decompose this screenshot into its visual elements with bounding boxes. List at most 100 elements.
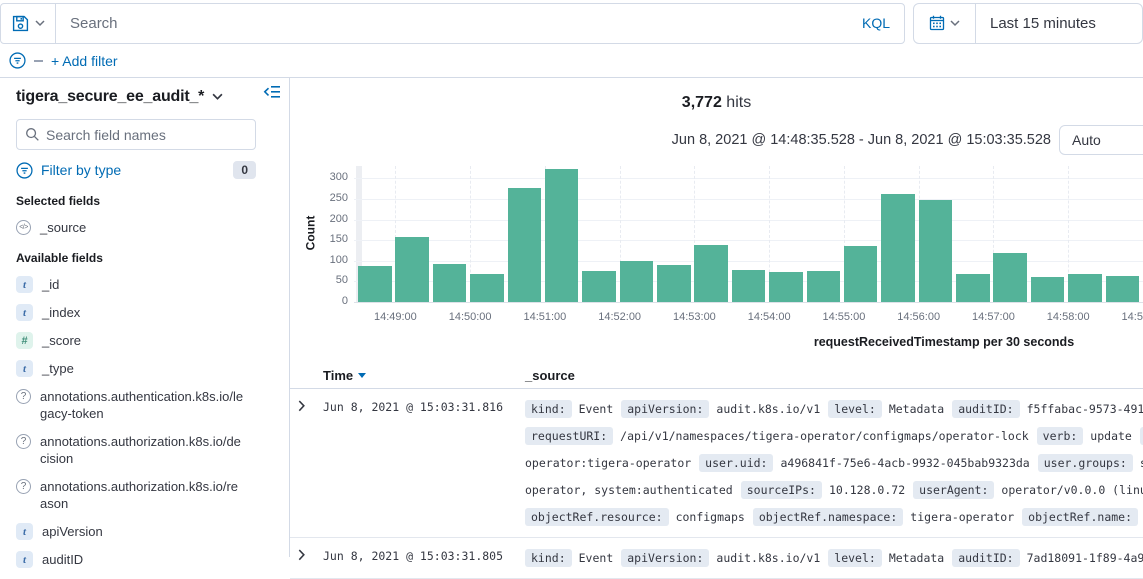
histogram-bar-14:58:00[interactable] xyxy=(1068,274,1102,302)
filter-bar-divider xyxy=(34,60,43,62)
field-item-_id[interactable]: t_id xyxy=(16,276,273,293)
field-name: annotations.authorization.k8s.io/reason xyxy=(40,478,245,512)
field-value: audit.k8s.io/v1 xyxy=(716,551,820,565)
field-name: _score xyxy=(42,332,81,349)
time-column-header[interactable]: Time xyxy=(323,368,525,383)
histogram-bar-14:50:30[interactable] xyxy=(508,188,542,302)
histogram-bar-14:58:30[interactable] xyxy=(1106,276,1140,302)
saved-query-button[interactable] xyxy=(1,4,56,43)
field-value: audit.k8s.io/v1 xyxy=(716,402,820,416)
y-tick-label: 50 xyxy=(290,274,348,286)
filter-by-type-label: Filter by type xyxy=(41,162,225,178)
hits-label: hits xyxy=(726,94,751,111)
save-icon xyxy=(12,15,29,32)
y-gridline xyxy=(354,240,1143,241)
x-tick-label: 14:58:00 xyxy=(1028,311,1108,323)
histogram-bar-14:50:00[interactable] xyxy=(470,274,504,302)
source-type-icon: </> xyxy=(16,220,31,235)
x-tick-label: 14:59:00 xyxy=(1103,311,1143,323)
histogram-bar-14:49:30[interactable] xyxy=(433,264,467,302)
field-value: a496841f-75e6-4acb-9932-045bab9323da xyxy=(780,456,1029,470)
histogram-bar-14:48:30[interactable] xyxy=(358,266,392,302)
histogram-bar-14:54:00[interactable] xyxy=(769,272,803,302)
time-range-button[interactable]: Last 15 minutes xyxy=(976,15,1110,32)
y-tick-label: 100 xyxy=(290,254,348,266)
search-input[interactable] xyxy=(56,4,848,43)
expand-row-button[interactable] xyxy=(297,396,323,531)
field-name-badge: auditID: xyxy=(952,400,1019,418)
available-fields-heading: Available fields xyxy=(16,251,273,265)
field-value: configmaps xyxy=(676,510,745,524)
histogram-bar-14:49:00[interactable] xyxy=(395,237,429,302)
source-line: requestURI: /api/v1/namespaces/tigera-ope… xyxy=(525,423,1143,450)
add-filter-button[interactable]: + Add filter xyxy=(51,53,118,69)
field-name-badge: objectRef.name: xyxy=(1022,508,1138,526)
x-tick-label: 14:56:00 xyxy=(879,311,959,323)
histogram-bar-14:56:00[interactable] xyxy=(919,200,953,302)
filter-options-icon[interactable] xyxy=(9,52,26,69)
field-name: _id xyxy=(42,276,59,293)
histogram-bar-14:55:00[interactable] xyxy=(844,246,878,302)
index-pattern-switcher[interactable]: tigera_secure_ee_audit_* xyxy=(16,88,273,106)
chevron-down-icon xyxy=(950,20,960,27)
unknown-type-icon: ? xyxy=(16,479,31,494)
field-item-_index[interactable]: t _index xyxy=(16,304,273,321)
histogram-bar-14:52:00[interactable] xyxy=(620,261,654,302)
doc-table-header: Time _source xyxy=(290,363,1143,389)
collapse-sidebar-button[interactable] xyxy=(263,84,281,100)
string-type-icon: t xyxy=(16,304,33,321)
field-name: _type xyxy=(42,360,74,377)
index-pattern-title: tigera_secure_ee_audit_* xyxy=(16,88,204,106)
field-value: /api/v1/namespaces/tigera-operator/confi… xyxy=(620,429,1029,443)
histogram-bar-14:51:00[interactable] xyxy=(545,169,579,302)
expand-row-button[interactable] xyxy=(297,545,323,572)
histogram-bar-14:52:30[interactable] xyxy=(657,265,691,302)
field-search-input[interactable] xyxy=(46,127,247,143)
field-name-badge: apiVersion: xyxy=(621,400,709,418)
field-item-_score[interactable]: #_score xyxy=(16,332,273,349)
search-control: KQL xyxy=(0,3,905,44)
interval-select[interactable]: Auto xyxy=(1059,125,1143,155)
field-item-annotations.authorization.k8s.io/decision[interactable]: ?annotations.authorization.k8s.io/decisi… xyxy=(16,433,273,467)
date-quick-select-button[interactable] xyxy=(914,4,976,43)
field-name-badge: level: xyxy=(828,400,882,418)
histogram-bar-14:57:30[interactable] xyxy=(1031,277,1065,302)
field-name-badge: userAgent: xyxy=(913,481,994,499)
field-name: annotations.authorization.k8s.io/decisio… xyxy=(40,433,245,467)
field-value: f5ffabac-9573-4918-a8a3 xyxy=(1027,402,1143,416)
selected-fields-heading: Selected fields xyxy=(16,194,273,208)
interval-value: Auto xyxy=(1072,132,1101,148)
kql-button[interactable]: KQL xyxy=(848,15,904,31)
source-column-label: _source xyxy=(525,368,575,383)
histogram-bar-14:51:30[interactable] xyxy=(582,271,616,302)
histogram-bar-14:56:30[interactable] xyxy=(956,274,990,302)
field-value: 7ad18091-1f89-4a97-9 xyxy=(1027,551,1143,565)
field-item-annotations.authorization.k8s.io/reason[interactable]: ? annotations.authorization.k8s.io/reason xyxy=(16,478,273,512)
histogram-bar-14:55:30[interactable] xyxy=(881,194,915,302)
field-name-badge: user.groups: xyxy=(1038,454,1133,472)
x-axis-title: requestReceivedTimestamp per 30 seconds xyxy=(814,335,1074,349)
field-item-_source[interactable]: </>_source xyxy=(16,219,273,236)
histogram-bar-14:54:30[interactable] xyxy=(807,271,841,302)
field-name: annotations.authentication.k8s.io/legacy… xyxy=(40,388,245,422)
field-item-_type[interactable]: t _type xyxy=(16,360,273,377)
histogram-bar-14:57:00[interactable] xyxy=(993,253,1027,302)
selected-fields-list: </>_source xyxy=(16,219,273,236)
field-item-annotations.authentication.k8s.io/legacy-token[interactable]: ?annotations.authentication.k8s.io/legac… xyxy=(16,388,273,422)
histogram-bar-14:53:30[interactable] xyxy=(732,270,766,302)
field-name-badge: objectRef.namespace: xyxy=(753,508,903,526)
field-name: _index xyxy=(42,304,80,321)
filter-by-type-toggle[interactable]: Filter by type 0 xyxy=(16,161,256,179)
y-tick-label: 300 xyxy=(290,171,348,183)
field-name-badge: requestURI: xyxy=(525,427,613,445)
histogram-bar-14:53:00[interactable] xyxy=(694,245,728,302)
string-type-icon: t xyxy=(16,360,33,377)
x-tick-label: 14:52:00 xyxy=(580,311,660,323)
